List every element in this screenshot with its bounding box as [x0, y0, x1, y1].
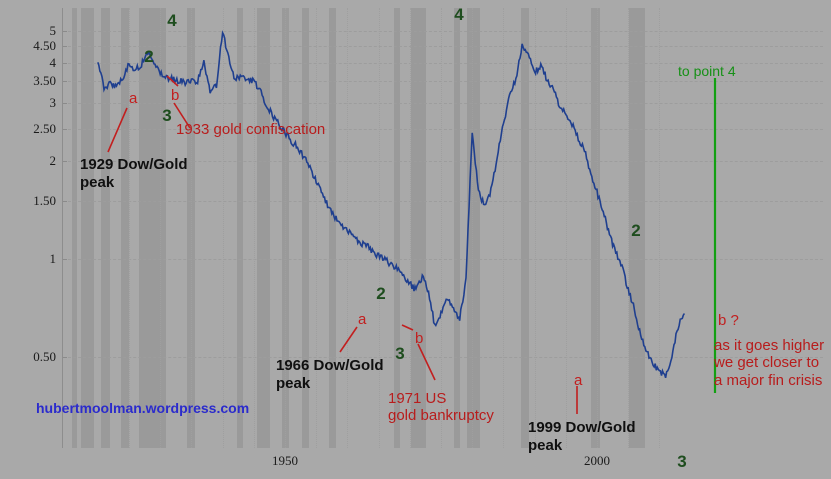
recession-band [467, 8, 480, 448]
recession-band [121, 8, 129, 448]
recession-band [101, 8, 110, 448]
y-axis-tick-label: 3.50 [33, 73, 56, 89]
y-axis-tick-mark [63, 160, 67, 162]
peak-annotation: 1966 Dow/Gold peak [276, 357, 384, 392]
wave-label: 4 [167, 11, 177, 30]
y-axis-tick-mark [63, 31, 67, 32]
y-axis-tick-label: 1.50 [33, 193, 56, 209]
y-axis-tick-label: 5 [49, 23, 57, 38]
y-axis-tick-mark [63, 201, 67, 203]
gridline-vertical [441, 8, 442, 448]
gridline-vertical [597, 8, 598, 448]
recession-band [81, 8, 94, 448]
wave-label: 3 [162, 106, 172, 125]
y-axis-tick-label: 2 [49, 152, 57, 168]
y-axis-tick-mark [63, 357, 67, 358]
gridline-vertical [534, 8, 536, 448]
y-axis-tick-mark [63, 81, 67, 83]
wave-label: 3 [395, 344, 405, 363]
recession-band [237, 8, 243, 448]
recession-band [139, 8, 166, 448]
y-axis-tick-label: 2.50 [33, 121, 56, 137]
wave-correction-label: a [358, 311, 367, 328]
gridline-vertical [503, 8, 505, 448]
gridline-vertical [659, 8, 661, 448]
watermark: hubertmoolman.wordpress.com [36, 400, 250, 416]
x-axis-tick-label: 1950 [272, 453, 298, 468]
wave-label: 4 [454, 5, 464, 24]
gridline-horizontal [63, 258, 823, 260]
wave-correction-label: b [415, 330, 424, 347]
gridline-vertical [191, 8, 193, 448]
y-axis-tick-mark [63, 129, 67, 131]
gridline-vertical [160, 8, 162, 448]
projection-annotation: to point 4 [678, 63, 736, 79]
gridline-vertical [472, 8, 474, 448]
recession-band [72, 8, 77, 448]
event-annotation: 1933 gold confiscation [176, 121, 326, 138]
recession-band [591, 8, 600, 448]
wave-correction-label: a [574, 372, 583, 389]
gridline-horizontal [63, 31, 823, 32]
gridline-vertical [409, 8, 411, 448]
wave-label: 3 [677, 452, 687, 471]
y-axis-tick-mark [63, 62, 67, 64]
wave-correction-label: a [129, 90, 138, 107]
recession-band [394, 8, 400, 448]
y-axis-tick-label: 4 [49, 54, 57, 70]
y-axis-tick-mark [63, 258, 67, 260]
recession-band [454, 8, 460, 448]
peak-annotation: 1999 Dow/Gold peak [528, 419, 636, 454]
y-axis-tick-mark [63, 103, 67, 105]
y-axis-tick-label: 4.50 [33, 37, 56, 53]
wave-label: 2 [631, 221, 641, 240]
recession-band [521, 8, 529, 448]
gridline-horizontal [63, 201, 823, 203]
y-axis-line [62, 8, 63, 448]
y-axis-tick-label: 1 [49, 250, 57, 266]
y-axis-tick-label: 3 [49, 95, 57, 111]
wave-label: 2 [376, 284, 386, 303]
gridline-vertical [253, 8, 255, 448]
forecast-annotation: as it goes higher we get closer to a maj… [714, 337, 825, 389]
recession-band [257, 8, 270, 448]
wave-label: 2 [144, 47, 154, 66]
x-axis-tick-label: 2000 [584, 453, 610, 468]
event-annotation: 1971 US gold bankruptcy [388, 390, 494, 425]
wave-correction-label: b ? [718, 312, 739, 329]
gridline-vertical [565, 8, 567, 448]
y-axis-tick-mark [63, 45, 67, 47]
wave-correction-label: b [171, 87, 180, 104]
gridline-vertical [222, 8, 224, 448]
gridline-horizontal [63, 357, 823, 358]
gridline-vertical [628, 8, 630, 448]
gridline-vertical [129, 8, 130, 448]
recession-band [411, 8, 426, 448]
y-axis-tick-label: 0.50 [33, 349, 56, 364]
gridline-horizontal [63, 81, 823, 83]
gridline-horizontal [63, 45, 823, 47]
peak-annotation: 1929 Dow/Gold peak [80, 156, 188, 191]
